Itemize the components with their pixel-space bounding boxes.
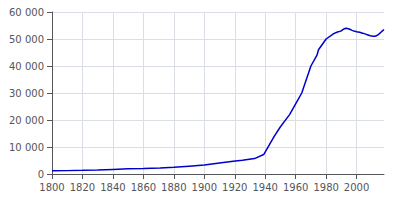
svg-text:1880: 1880 bbox=[161, 182, 186, 193]
svg-text:1900: 1900 bbox=[192, 182, 217, 193]
svg-text:1840: 1840 bbox=[100, 182, 125, 193]
svg-text:1920: 1920 bbox=[222, 182, 247, 193]
svg-text:1820: 1820 bbox=[70, 182, 95, 193]
svg-text:0: 0 bbox=[38, 169, 44, 180]
svg-text:20 000: 20 000 bbox=[9, 115, 44, 126]
svg-text:40 000: 40 000 bbox=[9, 61, 44, 72]
svg-text:60 000: 60 000 bbox=[9, 7, 44, 18]
svg-text:1860: 1860 bbox=[131, 182, 156, 193]
svg-text:1960: 1960 bbox=[283, 182, 308, 193]
svg-text:30 000: 30 000 bbox=[9, 88, 44, 99]
svg-text:1940: 1940 bbox=[252, 182, 277, 193]
svg-text:50 000: 50 000 bbox=[9, 34, 44, 45]
svg-text:1800: 1800 bbox=[39, 182, 64, 193]
svg-text:1980: 1980 bbox=[313, 182, 338, 193]
svg-text:10 000: 10 000 bbox=[9, 142, 44, 153]
svg-text:2000: 2000 bbox=[344, 182, 369, 193]
